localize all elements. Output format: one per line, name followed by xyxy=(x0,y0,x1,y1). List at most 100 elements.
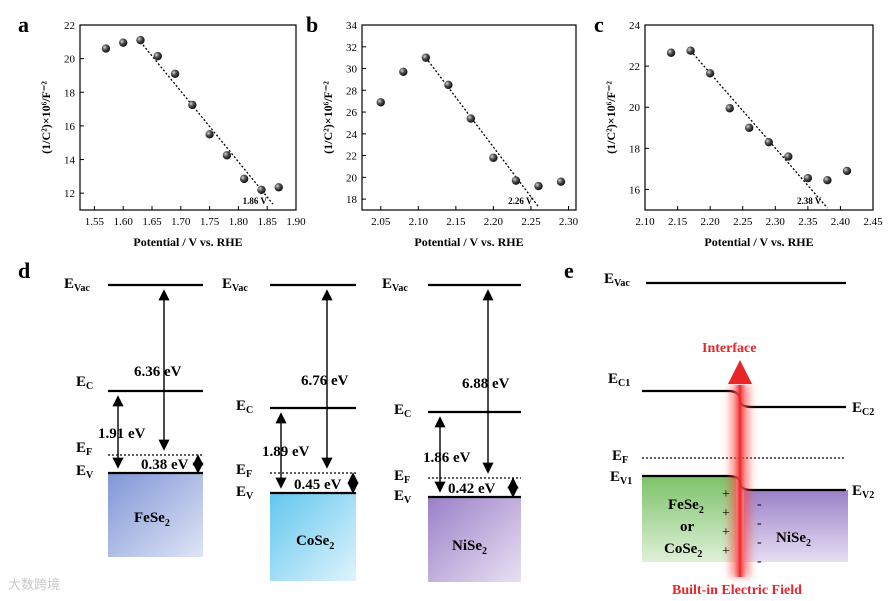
x-tick-label: 1.80 xyxy=(229,216,249,228)
heterojunction-left-block xyxy=(642,476,736,562)
x-tick-label: 1.90 xyxy=(286,216,306,228)
data-point xyxy=(274,183,283,192)
y-tick-label: 22 xyxy=(629,61,640,73)
data-point xyxy=(222,151,232,160)
band-gap-label-3: 1.86 eV xyxy=(423,450,471,466)
chart-b: 2.05 2.10 2.15 2.20 2.25 2.30 18 20 22 24 26 28 30 32… xyxy=(321,20,579,249)
x-tick-label: 2.25 xyxy=(521,216,541,228)
x-tick-label: 2.40 xyxy=(831,216,851,228)
panel-a: a 1.55 1.60 1.65 1.70 1.75 1.80 1.85 1.90 12 14 16… xyxy=(18,12,306,249)
data-point xyxy=(188,100,197,110)
fese2-block xyxy=(108,473,203,557)
y-tick-label: 16 xyxy=(629,184,641,196)
x-tick-label: 2.20 xyxy=(484,216,504,228)
fit-line xyxy=(690,50,828,209)
plus-sign: + xyxy=(722,506,730,521)
built-in-field-bar xyxy=(734,385,746,577)
x-tick-label: 2.20 xyxy=(701,216,721,228)
material-name-nise2: NiSe2 xyxy=(452,538,487,557)
panel-d: d EVac EC EF EV 6.36 eV 1.91 eV 0.38 eV … xyxy=(18,258,521,582)
left-material-line1: FeSe2 xyxy=(668,497,704,516)
plot-frame xyxy=(361,24,577,211)
minus-sign: - xyxy=(757,497,762,512)
x-tick-label: 1.60 xyxy=(114,216,134,228)
evac-label-2: EVac xyxy=(222,276,248,294)
data-point xyxy=(823,175,832,185)
panel-b: b 2.05 2.10 2.15 2.20 2.25 2.30 18 20 22 24 26 28 30… xyxy=(306,12,579,249)
data-point xyxy=(686,46,695,55)
x-tick-label: 2.10 xyxy=(635,216,655,228)
y-tick-label: 24 xyxy=(346,129,358,141)
work-function-label-1: 6.36 eV xyxy=(134,364,182,380)
band-fese2: EVac EC EF EV 6.36 eV 1.91 eV 0.38 eV Fe… xyxy=(64,276,204,557)
built-in-field-label: Built-in Electric Field xyxy=(672,583,802,598)
fit-intercept-label: 2.26 V xyxy=(508,196,533,206)
material-name-fese2: FeSe2 xyxy=(134,510,170,529)
panel-letter-c: c xyxy=(594,12,604,37)
x-tick-label: 1.70 xyxy=(171,216,191,228)
ev-label-3: EV xyxy=(394,488,412,506)
fit-intercept-label: 1.86 V xyxy=(243,196,268,206)
data-point xyxy=(205,130,214,139)
left-material-line2: or xyxy=(680,519,695,535)
work-function-label-3: 6.88 eV xyxy=(462,376,510,392)
y-axis-label: (1/C²)×10⁶/F⁻² xyxy=(321,81,335,154)
x-tick-label: 1.55 xyxy=(85,216,105,228)
fit-line xyxy=(139,41,274,205)
data-point xyxy=(136,35,145,45)
y-tick-label: 18 xyxy=(629,143,641,155)
e-evac-label: EVac xyxy=(604,271,630,289)
x-tick-label: 1.85 xyxy=(258,216,278,228)
x-tick-label: 2.25 xyxy=(733,216,753,228)
x-tick-label: 2.10 xyxy=(409,216,429,228)
data-point xyxy=(421,53,431,62)
y-tick-label: 18 xyxy=(64,87,76,99)
left-material-line3: CoSe2 xyxy=(664,541,702,560)
y-tick-label: 26 xyxy=(346,107,358,119)
ec-label-2: EC xyxy=(236,398,253,416)
plus-sign: + xyxy=(722,525,730,540)
right-material-name: NiSe2 xyxy=(776,530,811,549)
panel-letter-b: b xyxy=(306,12,318,37)
data-point xyxy=(556,177,566,186)
band-gap-label-2: 1.89 eV xyxy=(262,444,310,460)
evac-label-1: EVac xyxy=(64,276,90,294)
y-axis-label: (1/C²)×10⁶/F⁻² xyxy=(39,81,53,154)
data-point xyxy=(399,67,408,76)
ec1-label: EC1 xyxy=(608,371,630,389)
band-nise2: EVac EC EF EV 6.88 eV 1.86 eV 0.42 eV Ni… xyxy=(382,276,521,582)
offset-label-3: 0.42 eV xyxy=(448,481,496,497)
offset-label-1: 0.38 eV xyxy=(141,457,189,473)
data-point xyxy=(511,176,521,185)
data-point xyxy=(257,185,266,195)
ec-label-1: EC xyxy=(76,374,93,392)
y-tick-label: 14 xyxy=(64,155,76,167)
band-gap-label-1: 1.91 eV xyxy=(98,426,146,442)
data-point xyxy=(803,173,813,183)
x-tick-label: 2.35 xyxy=(798,216,818,228)
chart-c: 2.10 2.15 2.20 2.25 2.30 2.35 2.40 2.45 16 18 20 22… xyxy=(604,20,883,249)
minus-sign: - xyxy=(757,554,762,569)
panel-letter-d: d xyxy=(18,258,30,283)
y-tick-label: 28 xyxy=(346,85,358,97)
y-tick-label: 22 xyxy=(64,20,75,32)
panel-letter-a: a xyxy=(18,12,29,37)
y-tick-label: 24 xyxy=(629,20,641,32)
data-point xyxy=(705,69,715,78)
panel-e: e EVac EC1 EC2 EF EV1 EV2 Interface Buil… xyxy=(564,258,874,598)
ec-label-3: EC xyxy=(394,402,411,420)
cose2-block xyxy=(270,493,356,581)
data-point xyxy=(784,152,793,161)
x-tick-label: 2.15 xyxy=(446,216,466,228)
data-point xyxy=(764,137,773,147)
ec2-label: EC2 xyxy=(852,400,874,418)
y-tick-label: 20 xyxy=(346,172,358,184)
ev2-label: EV2 xyxy=(852,483,874,501)
x-tick-label: 2.45 xyxy=(863,216,883,228)
data-point xyxy=(466,114,476,123)
fit-intercept-label: 2.38 V xyxy=(797,196,822,206)
ev-label-2: EV xyxy=(236,484,254,502)
x-tick-label: 2.30 xyxy=(766,216,786,228)
ef-label-3: EF xyxy=(394,468,410,486)
